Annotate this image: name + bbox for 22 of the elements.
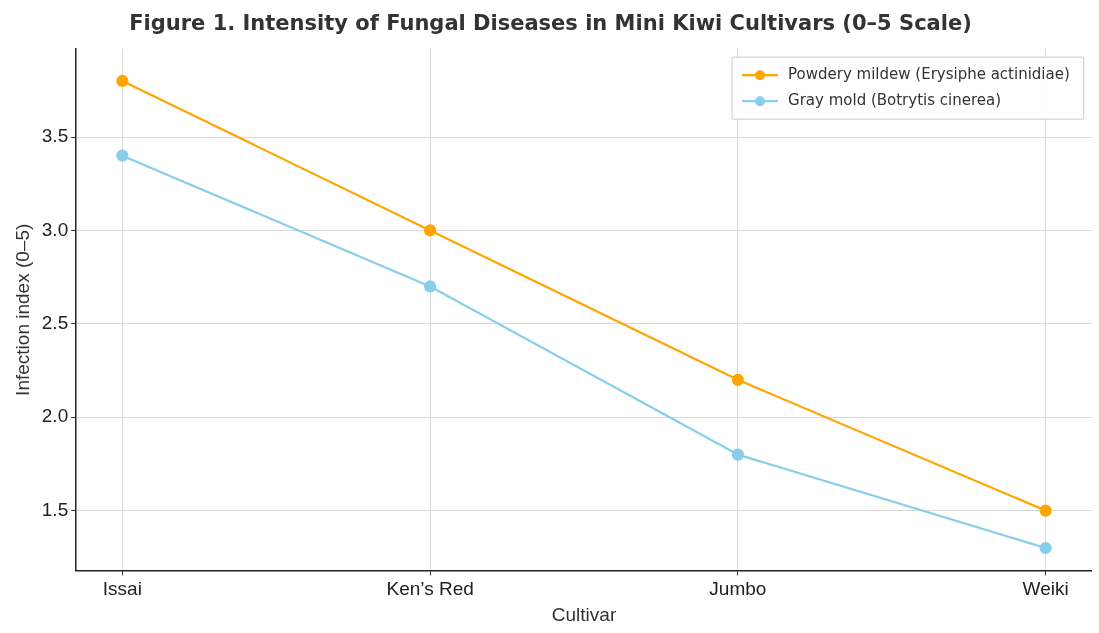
x-axis-title: Cultivar (551, 603, 617, 625)
legend-label: Powdery mildew (Erysiphe actinidiae) (788, 65, 1070, 84)
x-tick-label: Ken’s Red (386, 578, 474, 600)
point (116, 149, 129, 162)
x-tick-label: Weiki (1022, 578, 1069, 600)
point (116, 74, 129, 88)
x-tick-label: Issai (102, 578, 142, 600)
point (731, 373, 744, 386)
y-axis-title: Infection index (0–5) (11, 223, 33, 396)
legend-label: Gray mold (Botrytis cinerea) (788, 91, 1002, 110)
y-tick-label: 3.0 (41, 218, 69, 240)
x-tick-label: Jumbo (709, 578, 767, 600)
chart-title: Figure 1. Intensity of Fungal Diseases in Mini Kiwi Cultivars (0–5 Scale) (129, 11, 972, 36)
y-tick-label: 2.5 (41, 312, 69, 334)
point (1039, 504, 1052, 517)
point (424, 280, 437, 293)
point (1039, 541, 1052, 555)
point (424, 224, 437, 237)
point (731, 448, 744, 461)
y-tick-label: 1.5 (41, 498, 69, 520)
y-tick-label: 3.5 (41, 125, 69, 147)
y-tick-label: 2.0 (41, 405, 69, 427)
